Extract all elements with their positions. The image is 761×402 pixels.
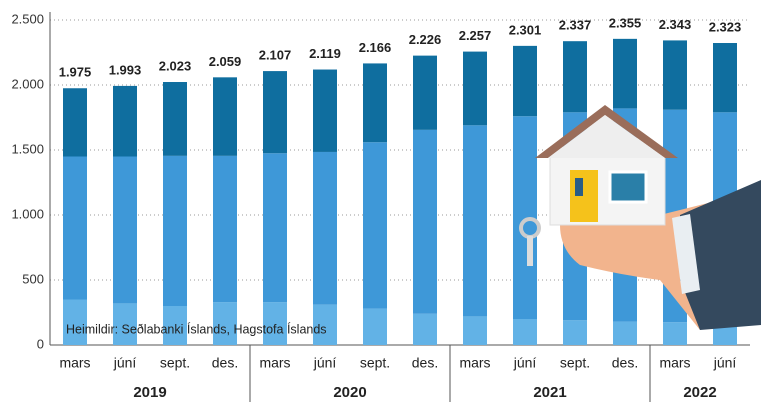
bar-segment (113, 86, 137, 157)
x-tick-label: júní (113, 355, 137, 371)
x-tick-label: sept. (560, 355, 590, 371)
bar-segment (413, 56, 437, 130)
bar-segment (563, 41, 587, 112)
x-tick-label: mars (259, 355, 290, 371)
x-tick-label: sept. (160, 355, 190, 371)
bar-segment (663, 40, 687, 109)
bar-segment (363, 142, 387, 308)
x-tick-label: mars (59, 355, 90, 371)
chart: 0 500 1.000 1.500 2.000 2.500 Heimildir: Seðl… (0, 0, 761, 402)
x-tick-label: mars (459, 355, 490, 371)
x-tick-label: des. (412, 355, 438, 371)
x-tick-label: júní (313, 355, 337, 371)
total-label: 2.323 (709, 19, 742, 34)
year-label: 2022 (683, 384, 716, 401)
bar-segment (463, 316, 487, 345)
bar-segment (513, 46, 537, 116)
bar-segment (413, 130, 437, 314)
bar-segment (613, 322, 637, 345)
y-tick-label: 1.500 (11, 141, 44, 156)
year-label: 2020 (333, 384, 366, 401)
bar-segment (213, 77, 237, 156)
total-label: 2.107 (259, 48, 292, 63)
bar-segment (463, 52, 487, 126)
bar-segment (713, 43, 737, 112)
bar-segment (163, 156, 187, 306)
year-label: 2021 (533, 384, 566, 401)
bar-segment (313, 70, 337, 152)
total-label: 1.993 (109, 62, 142, 77)
total-label: 2.023 (159, 58, 192, 73)
bar-segment (263, 71, 287, 153)
total-label: 1.975 (59, 65, 92, 80)
total-label: 2.059 (209, 54, 242, 69)
bar-segment (63, 157, 87, 300)
bar-segment (163, 82, 187, 156)
bar-segment (63, 88, 87, 156)
bar-segment (663, 322, 687, 345)
source-note: Heimildir: Seðlabanki Íslands, Hagstofa … (66, 321, 327, 336)
y-tick-label: 2.500 (11, 11, 44, 26)
y-tick-label: 500 (22, 271, 44, 286)
total-label: 2.119 (309, 46, 341, 61)
total-label: 2.166 (359, 40, 392, 55)
total-label: 2.343 (659, 17, 692, 32)
total-label: 2.257 (459, 28, 492, 43)
bar-segment (363, 63, 387, 142)
bar-segment (363, 309, 387, 345)
total-label: 2.226 (409, 32, 442, 47)
year-label: 2019 (133, 384, 166, 401)
total-label: 2.355 (609, 15, 642, 30)
bar-segment (463, 125, 487, 316)
x-tick-label: des. (212, 355, 238, 371)
y-tick-label: 1.000 (11, 206, 44, 221)
bar-segment (613, 39, 637, 109)
total-label: 2.301 (509, 22, 542, 37)
bar-segment (263, 153, 287, 302)
x-tick-label: des. (612, 355, 638, 371)
x-tick-label: mars (659, 355, 690, 371)
bar-segment (113, 157, 137, 304)
bar-segment (413, 314, 437, 345)
total-label: 2.337 (559, 18, 592, 33)
x-tick-label: júní (713, 355, 737, 371)
x-tick-label: júní (513, 355, 537, 371)
bar-segment (213, 156, 237, 302)
x-tick-label: sept. (360, 355, 390, 371)
bar-segment (313, 152, 337, 305)
bar-segment (513, 319, 537, 345)
bar-segment (563, 320, 587, 345)
y-tick-label: 2.000 (11, 76, 44, 91)
y-tick-label: 0 (37, 336, 44, 351)
